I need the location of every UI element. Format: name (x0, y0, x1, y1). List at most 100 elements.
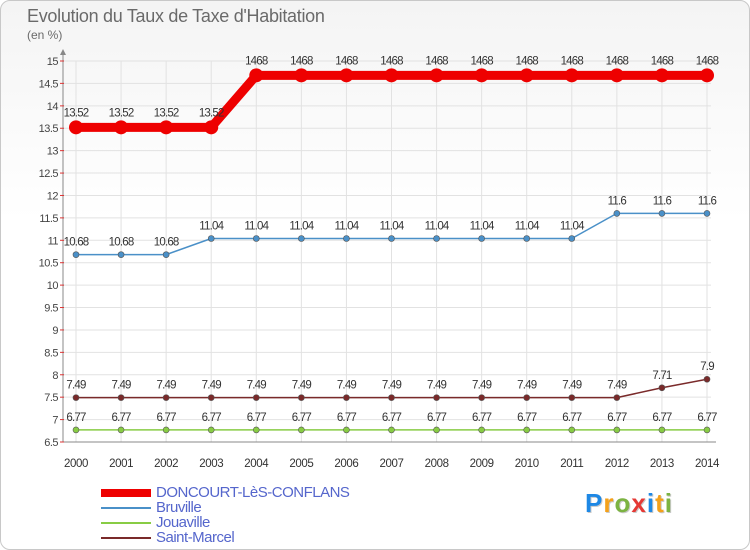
y-tick-label: 6.5 (44, 437, 58, 449)
data-point (72, 426, 80, 434)
data-point (703, 375, 711, 383)
x-tick-label: 2002 (154, 458, 178, 470)
data-point (298, 394, 305, 401)
data-point (429, 68, 444, 83)
x-tick-label: 2012 (605, 458, 629, 470)
data-label: 7.49 (337, 380, 357, 392)
data-point (207, 426, 215, 434)
data-point (162, 251, 170, 258)
data-point (703, 210, 711, 217)
data-label: 11.04 (244, 221, 269, 233)
data-label: 7.49 (247, 380, 267, 392)
legend-item: Bruville (101, 499, 421, 516)
data-point (609, 68, 624, 83)
data-point (523, 235, 531, 242)
proxiti-logo: Proxiti (585, 488, 673, 519)
data-label: 10.68 (154, 237, 179, 249)
y-tick-label: 9.5 (44, 303, 58, 315)
y-tick-label: 13 (47, 146, 59, 158)
data-point (204, 120, 219, 135)
y-axis-arrow (60, 49, 66, 55)
unit-label: (en %) (27, 28, 63, 42)
y-tick-label: 7 (52, 415, 58, 427)
data-point (433, 394, 440, 401)
logo-letter: i (664, 488, 673, 518)
legend-label: DONCOURT-LèS-CONFLANS (156, 484, 350, 501)
data-point (613, 394, 621, 401)
chart-legend: DONCOURT-LèS-CONFLANS Bruville Jouaville Sa… (101, 484, 421, 546)
data-label: 6.77 (111, 412, 131, 424)
x-tick-label: 2014 (695, 458, 720, 470)
data-point (162, 426, 170, 434)
logo-letter: P (585, 488, 604, 518)
logo-letter: x (631, 488, 647, 518)
data-label: 1468 (606, 55, 629, 67)
y-tick-label: 10.5 (39, 258, 59, 270)
x-tick-label: 2000 (64, 458, 88, 470)
data-point (252, 235, 260, 242)
data-point (568, 394, 576, 401)
data-point (433, 426, 440, 434)
data-point (117, 251, 125, 258)
data-label: 11.04 (515, 221, 540, 233)
y-tick-label: 8 (52, 370, 58, 382)
data-point (388, 426, 395, 434)
data-label: 11.6 (653, 195, 672, 207)
data-label: 1468 (290, 55, 313, 67)
data-label: 7.49 (427, 380, 447, 392)
data-label: 10.68 (109, 237, 134, 249)
x-tick-label: 2005 (289, 458, 313, 470)
data-label: 6.77 (472, 412, 492, 424)
y-tick-label: 11 (48, 235, 59, 247)
data-point (658, 384, 666, 392)
data-label: 1468 (245, 55, 268, 67)
data-label: 7.49 (202, 380, 222, 392)
data-label: 1468 (561, 55, 584, 67)
data-label: 6.77 (382, 412, 402, 424)
legend-swatch (101, 537, 151, 539)
data-label: 11.04 (199, 221, 224, 233)
y-tick-label: 7.5 (44, 392, 58, 404)
data-label: 7.49 (517, 380, 537, 392)
x-tick-label: 2003 (199, 458, 223, 470)
data-label: 6.77 (66, 412, 86, 424)
data-point (384, 68, 399, 83)
data-point (568, 426, 576, 434)
data-point (162, 394, 170, 401)
data-point (658, 210, 666, 217)
data-label: 11.04 (425, 221, 450, 233)
data-label: 1468 (380, 55, 403, 67)
data-point (654, 68, 669, 83)
legend-swatch (101, 507, 151, 509)
data-point (478, 426, 485, 434)
data-point (700, 68, 714, 83)
data-point (433, 235, 440, 242)
data-label: 11.04 (289, 221, 314, 233)
data-point (159, 120, 174, 135)
y-tick-label: 12.5 (39, 168, 59, 180)
data-point (343, 394, 350, 401)
data-point (658, 426, 666, 434)
data-label: 11.04 (560, 221, 585, 233)
data-point (69, 120, 83, 135)
data-label: 13.52 (109, 107, 134, 119)
x-tick-label: 2001 (109, 458, 133, 470)
data-point (207, 235, 215, 242)
data-label: 11.6 (608, 195, 627, 207)
y-tick-label: 15 (47, 56, 59, 68)
data-label: 13.52 (154, 107, 179, 119)
legend-label: Jouaville (156, 514, 210, 531)
logo-letter: t (655, 488, 665, 518)
data-label: 1468 (651, 55, 674, 67)
data-point (523, 394, 531, 401)
data-point (249, 68, 264, 83)
x-tick-label: 2011 (560, 458, 583, 470)
y-tick-label: 14 (47, 101, 59, 113)
data-label: 7.49 (472, 380, 492, 392)
data-label: 1468 (335, 55, 358, 67)
data-label: 7.49 (111, 380, 131, 392)
data-label: 6.77 (697, 412, 717, 424)
data-point (703, 426, 711, 434)
y-tick-label: 11.5 (39, 213, 58, 225)
